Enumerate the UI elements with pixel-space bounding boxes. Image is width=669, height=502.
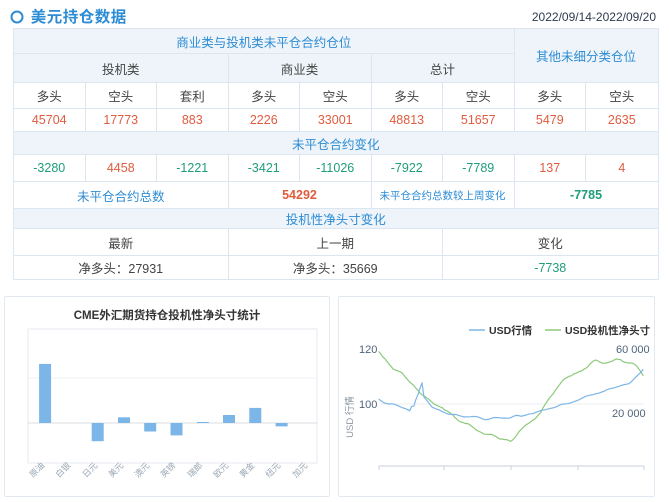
svg-text:USD 行情: USD 行情 xyxy=(344,396,356,438)
svg-text:USD投机性净头寸: USD投机性净头寸 xyxy=(565,324,651,337)
svg-text:60 000: 60 000 xyxy=(616,344,650,356)
svg-text:USD行情: USD行情 xyxy=(489,324,533,337)
svg-text:100: 100 xyxy=(359,399,377,411)
svg-text:20 000: 20 000 xyxy=(612,408,646,420)
svg-text:120: 120 xyxy=(359,344,377,356)
